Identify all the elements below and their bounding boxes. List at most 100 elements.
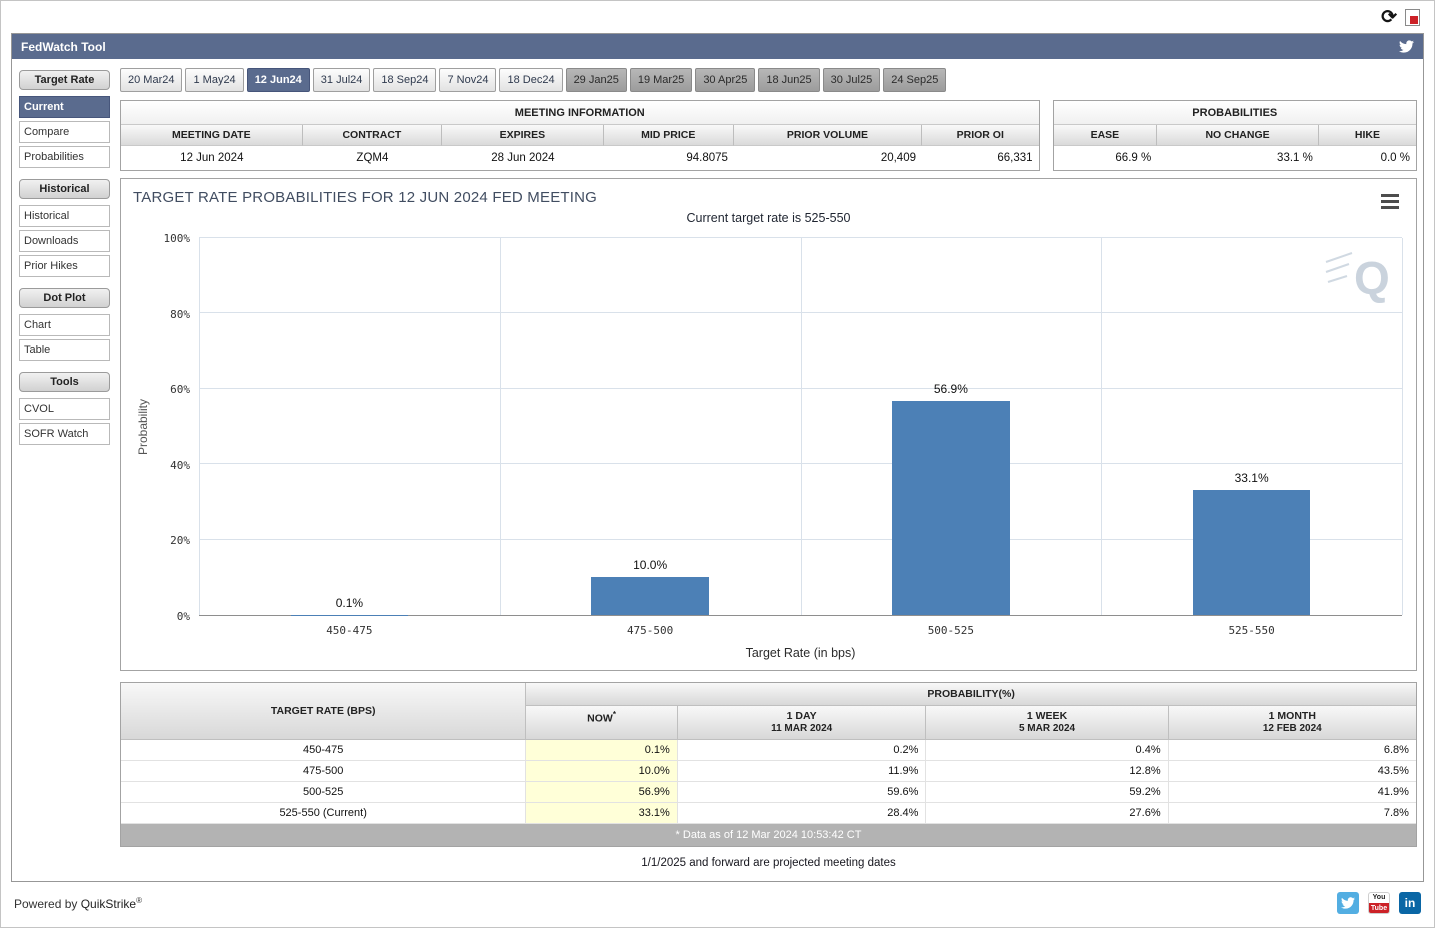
meeting-tabs: 20 Mar24 1 May24 12 Jun24 31 Jul24 18 Sep24 7… [120, 68, 1417, 92]
bar-value-label: 0.1% [335, 595, 364, 610]
svg-text:Q: Q [1354, 252, 1390, 304]
meeting-information-title: MEETING INFORMATION [121, 101, 1039, 125]
twitter-icon[interactable] [1337, 892, 1359, 914]
prob-column-header-1-month: 1 MONTH 12 FEB 2024 [1168, 706, 1416, 740]
prob-column-header-1-day: 1 DAY 11 MAR 2024 [677, 706, 927, 740]
youtube-icon[interactable]: You Tube [1368, 892, 1390, 914]
probability-table-panel: TARGET RATE (BPS) PROBABILITY(%) NOW* 1 D… [120, 682, 1417, 847]
chart-menu-icon[interactable] [1381, 194, 1399, 212]
sidebar-section-tools[interactable]: Tools [19, 372, 110, 392]
chart-plot-column: Q 0.1% 10.0% 56.9% 33.1% 450-475 475-500 500-… [199, 237, 1404, 660]
tab-31-jul24[interactable]: 31 Jul24 [312, 68, 371, 92]
value-prior-volume: 20,409 [880, 152, 916, 164]
x-tick-label-450-475: 450-475 [326, 624, 373, 637]
sidebar-section-historical[interactable]: Historical [19, 179, 110, 199]
column-header-no-change: NO CHANGE [1157, 125, 1319, 146]
sidebar-item-current[interactable]: Current [19, 96, 110, 118]
sidebar-section-target-rate[interactable]: Target Rate [19, 70, 110, 90]
chart-panel: TARGET RATE PROBABILITIES FOR 12 JUN 202… [120, 178, 1417, 671]
sidebar-item-downloads[interactable]: Downloads [19, 230, 110, 252]
x-tick-label-525-550: 525-550 [1228, 624, 1275, 637]
prob-table-grid: TARGET RATE (BPS) PROBABILITY(%) NOW* 1 D… [121, 683, 1416, 824]
meeting-info-values: 12 Jun 2024 ZQM4 28 Jun 2024 94.8075 20,409 6… [121, 146, 1039, 170]
tab-19-mar25[interactable]: 19 Mar25 [629, 68, 693, 92]
value-meeting-date: 12 Jun 2024 [180, 152, 244, 164]
y-tick-label: 0% [176, 610, 190, 623]
sidebar-item-sofr-watch[interactable]: SOFR Watch [19, 423, 110, 445]
tab-12-jun24[interactable]: 12 Jun24 [246, 68, 310, 92]
quikstrike-brand[interactable]: QuikStrike [80, 896, 137, 911]
tab-18-jun25[interactable]: 18 Jun25 [758, 68, 820, 92]
prob-cell: 27.6% [926, 803, 1169, 824]
chart-subtitle: Current target rate is 525-550 [686, 211, 851, 225]
gridline-vertical [499, 238, 501, 615]
y-axis-label: Probability [136, 398, 150, 456]
column-header-prior-oi: PRIOR OI [922, 125, 1039, 146]
sidebar-item-cvol[interactable]: CVOL [19, 398, 110, 420]
x-tick-label-475-500: 475-500 [626, 624, 674, 637]
rate-cell-500-525: 500-525 [121, 782, 527, 803]
rate-cell-450-475: 450-475 [121, 740, 527, 761]
prob-cell: 0.2% [677, 740, 927, 761]
sidebar-item-chart[interactable]: Chart [19, 314, 110, 336]
prob-cell: 59.2% [926, 782, 1169, 803]
prob-cell: 12.8% [926, 761, 1169, 782]
chart-slots: 0.1% 10.0% 56.9% 33.1% [199, 238, 1402, 615]
y-axis-label-column: Probability [133, 238, 153, 616]
sidebar-item-probabilities[interactable]: Probabilities [19, 146, 110, 168]
sidebar-item-prior-hikes[interactable]: Prior Hikes [19, 255, 110, 277]
probability-group-header: PROBABILITY(%) [526, 683, 1416, 706]
column-header-hike: HIKE [1318, 125, 1416, 146]
twitter-share-icon[interactable] [1399, 39, 1414, 54]
tab-7-nov24[interactable]: 7 Nov24 [439, 68, 497, 92]
prob-cell: 41.9% [1168, 782, 1416, 803]
sidebar-section-dot-plot[interactable]: Dot Plot [19, 288, 110, 308]
probabilities-title: PROBABILITIES [1053, 101, 1416, 125]
tab-30-apr25[interactable]: 30 Apr25 [695, 68, 756, 92]
browser-topstrip: ⟳ [1, 1, 1434, 33]
value-prior-oi: 66,331 [997, 152, 1033, 164]
value-expires: 28 Jun 2024 [491, 152, 555, 164]
gridline-vertical [199, 238, 200, 615]
gridline-vertical [1402, 238, 1403, 615]
sidebar-item-compare[interactable]: Compare [19, 121, 110, 143]
bar-value-label: 56.9% [933, 381, 968, 396]
sidebar-item-table[interactable]: Table [19, 339, 110, 361]
tab-30-jul25[interactable]: 30 Jul25 [822, 68, 881, 92]
sidebar: Target Rate Current Compare Probabilities Hi… [18, 68, 111, 871]
gridline-vertical [800, 238, 802, 615]
tab-18-sep24[interactable]: 18 Sep24 [373, 68, 437, 92]
sidebar-item-historical[interactable]: Historical [19, 205, 110, 227]
app-body: Target Rate Current Compare Probabilities Hi… [12, 59, 1423, 881]
tab-1-may24[interactable]: 1 May24 [185, 68, 244, 92]
x-tick-label-500-525: 500-525 [927, 624, 975, 637]
probabilities-values: 66.9 % 33.1 % 0.0 % [1054, 146, 1416, 170]
chart-body: Probability 0% 20% 40% 60% 80% 100% [133, 232, 1404, 660]
bar-value-label: 33.1% [1234, 471, 1269, 486]
prob-cell: 28.4% [677, 803, 927, 824]
tab-24-sep25[interactable]: 24 Sep25 [883, 68, 947, 92]
prob-cell: 33.1% [526, 803, 678, 824]
quikstrike-watermark-icon: Q [1322, 248, 1394, 311]
bar-525-550[interactable] [1192, 490, 1311, 615]
snapshot-icon[interactable] [1405, 8, 1420, 26]
bar-500-525[interactable] [892, 400, 1010, 615]
tab-29-jan25[interactable]: 29 Jan25 [565, 68, 627, 92]
column-header-ease: EASE [1053, 125, 1158, 146]
prob-cell: 59.6% [677, 782, 927, 803]
y-tick-label: 80% [170, 307, 190, 321]
tab-20-mar24[interactable]: 20 Mar24 [120, 68, 183, 92]
youtube-icon-bottom-text: Tube [1369, 902, 1389, 913]
prob-column-header-1-week: 1 WEEK 5 MAR 2024 [926, 706, 1169, 740]
refresh-icon[interactable]: ⟳ [1381, 6, 1397, 28]
chart-slot-475-500: 10.0% [500, 238, 801, 615]
bar-value-label: 10.0% [633, 558, 668, 573]
tab-18-dec24[interactable]: 18 Dec24 [499, 68, 563, 92]
bar-475-500[interactable] [591, 577, 709, 615]
info-row: MEETING INFORMATION MEETING DATE CONTRACT… [120, 100, 1417, 171]
y-tick-label: 60% [170, 383, 190, 397]
social-icons: You Tube in [1337, 892, 1421, 914]
linkedin-icon[interactable]: in [1399, 892, 1421, 914]
probabilities-panel: PROBABILITIES EASE NO CHANGE HIKE 66.9 % 33… [1052, 100, 1417, 171]
prob-cell: 0.1% [526, 740, 678, 761]
